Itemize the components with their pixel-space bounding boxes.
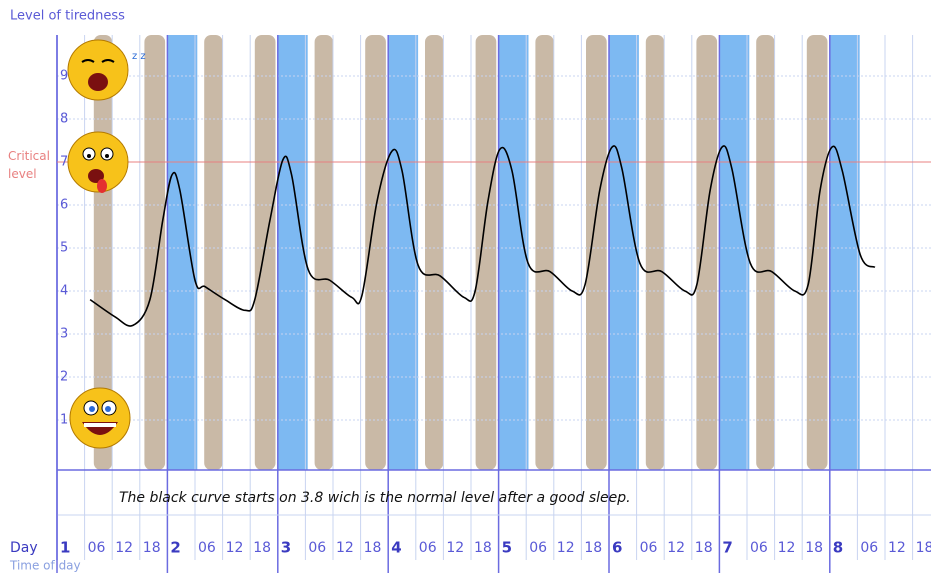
sleepy-face: z z xyxy=(67,39,146,101)
happy-face xyxy=(69,387,131,449)
brown-band xyxy=(756,35,775,470)
brown-band xyxy=(645,35,665,470)
blue-band xyxy=(719,35,750,470)
y-tick-label: 4 xyxy=(60,284,68,299)
x-tick-label: 18 xyxy=(695,540,713,556)
x-tick-label: 06 xyxy=(308,540,326,556)
blue-band xyxy=(829,35,860,470)
x-tick-label: 12 xyxy=(446,540,464,556)
day-tick-label: 5 xyxy=(502,539,512,557)
day-tick-label: 1 xyxy=(60,539,70,557)
day-tick-label: 4 xyxy=(391,539,401,557)
x-tick-label: 06 xyxy=(529,540,547,556)
brown-band xyxy=(535,35,554,470)
y-axis-label: Level of tiredness xyxy=(10,9,125,24)
blue-band xyxy=(498,35,529,470)
x-tick-label: 06 xyxy=(198,540,216,556)
brown-band xyxy=(475,35,497,470)
x-tick-label: 12 xyxy=(226,540,244,556)
brown-band xyxy=(254,35,276,470)
brown-band xyxy=(806,35,828,470)
y-tick-label: 5 xyxy=(60,241,68,256)
x-tick-label: 06 xyxy=(860,540,878,556)
x-tick-label: 18 xyxy=(805,540,823,556)
x-tick-label: 18 xyxy=(474,540,492,556)
blue-band xyxy=(609,35,639,470)
annotation: The black curve starts on 3.8 wich is th… xyxy=(119,490,631,506)
x-axis-sublabel: Time of day xyxy=(9,559,81,573)
x-tick-label: 06 xyxy=(750,540,768,556)
x-tick-label: 18 xyxy=(364,540,382,556)
x-tick-label: 12 xyxy=(115,540,133,556)
x-tick-label: 18 xyxy=(143,540,161,556)
y-tick-label: 8 xyxy=(60,112,68,127)
x-tick-label: 18 xyxy=(916,540,931,556)
x-tick-label: 12 xyxy=(778,540,796,556)
x-tick-label: 18 xyxy=(584,540,602,556)
y-tick-label: 3 xyxy=(60,327,68,342)
day-tick-label: 3 xyxy=(281,539,291,557)
x-tick-label: 18 xyxy=(253,540,271,556)
blue-band xyxy=(167,35,198,470)
day-tick-label: 8 xyxy=(833,539,843,557)
day-tick-label: 6 xyxy=(612,539,622,557)
blue-band xyxy=(277,35,308,470)
y-tick-label: 1 xyxy=(60,413,68,428)
x-tick-label: 12 xyxy=(888,540,906,556)
brown-band xyxy=(365,35,386,470)
svg-text:z z: z z xyxy=(132,51,146,62)
y-tick-label: 7 xyxy=(60,155,68,170)
x-tick-label: 06 xyxy=(419,540,437,556)
brown-band xyxy=(144,35,166,470)
brown-band xyxy=(314,35,333,470)
x-tick-label: 12 xyxy=(336,540,354,556)
bands xyxy=(93,35,860,470)
y-tick-label: 6 xyxy=(60,198,68,213)
x-tick-label: 12 xyxy=(667,540,685,556)
tired-face xyxy=(67,131,129,193)
day-tick-label: 2 xyxy=(170,539,180,557)
brown-band xyxy=(425,35,444,470)
critical-label: Critical level xyxy=(8,149,50,181)
x-tick-label: 06 xyxy=(88,540,106,556)
grid xyxy=(56,35,931,573)
faces: z z xyxy=(67,39,146,449)
x-axis-label: Day xyxy=(10,540,38,556)
y-tick-label: 2 xyxy=(60,370,68,385)
tiredness-line xyxy=(89,145,876,327)
x-tick-label: 12 xyxy=(557,540,575,556)
day-tick-label: 7 xyxy=(722,539,732,557)
y-tick-label: 9 xyxy=(60,69,68,84)
x-tick-label: 06 xyxy=(640,540,658,556)
brown-band xyxy=(204,35,223,470)
brown-band xyxy=(586,35,607,470)
blue-band xyxy=(388,35,419,470)
brown-band xyxy=(696,35,718,470)
